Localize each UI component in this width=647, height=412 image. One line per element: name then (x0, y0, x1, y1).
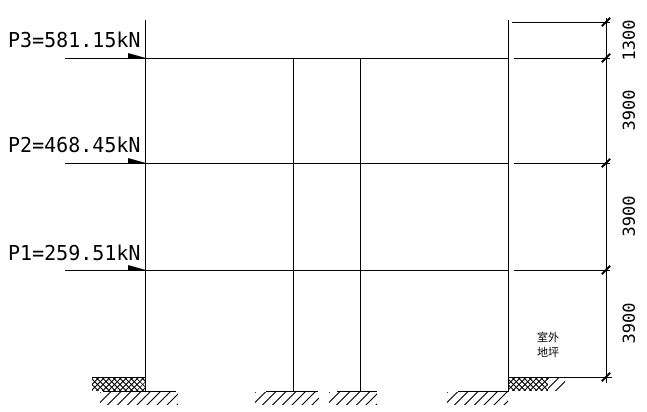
column-inner-left (293, 58, 294, 392)
force-arrowhead-p1-icon (128, 265, 146, 270)
foundation-line-inner-left (266, 391, 318, 392)
ground-crosshatch-right (508, 378, 548, 391)
outdoor-ground-line-right (508, 377, 612, 378)
foundation-line-inner-right (337, 391, 377, 392)
ground-hatch-right (447, 392, 508, 405)
dim-label-1300: 1300 (620, 19, 640, 61)
ground-crosshatch-right-tail (548, 378, 565, 391)
ground-crosshatch-left (92, 378, 146, 391)
force-arrowhead-p3-icon (128, 53, 146, 58)
load-label-p2: P2=468.45kN (8, 133, 141, 157)
ground-hatch-inner-right (329, 392, 377, 405)
dimension-line (606, 18, 607, 383)
column-inner-right (360, 58, 361, 392)
dim-label-3900-top: 3900 (620, 89, 640, 131)
ground-level-note-line1: 室外 (537, 331, 559, 344)
load-label-p1: P1=259.51kN (8, 241, 141, 265)
outdoor-ground-line-left (92, 377, 146, 378)
ground-hatch-left (100, 392, 178, 405)
foundation-line-left (103, 391, 176, 392)
beam-roof (65, 58, 508, 59)
ground-hatch-inner-left (255, 392, 319, 405)
load-label-p3: P3=581.15kN (8, 28, 141, 52)
ground-level-note: 室外 地坪 (531, 330, 565, 360)
column-right (508, 20, 509, 392)
beam-floor-1 (65, 270, 508, 271)
beam-floor-2 (65, 163, 508, 164)
witness-line-roof (514, 58, 610, 59)
witness-line-floor-2 (514, 163, 610, 164)
dim-label-3900-bot: 3900 (620, 302, 640, 344)
ground-level-note-line2: 地坪 (537, 346, 559, 359)
column-left (145, 20, 146, 392)
dim-label-3900-mid: 3900 (620, 195, 640, 237)
foundation-line-right (458, 391, 508, 392)
witness-line-column-top (512, 22, 610, 23)
force-arrowhead-p2-icon (128, 158, 146, 163)
witness-line-floor-1 (514, 270, 610, 271)
